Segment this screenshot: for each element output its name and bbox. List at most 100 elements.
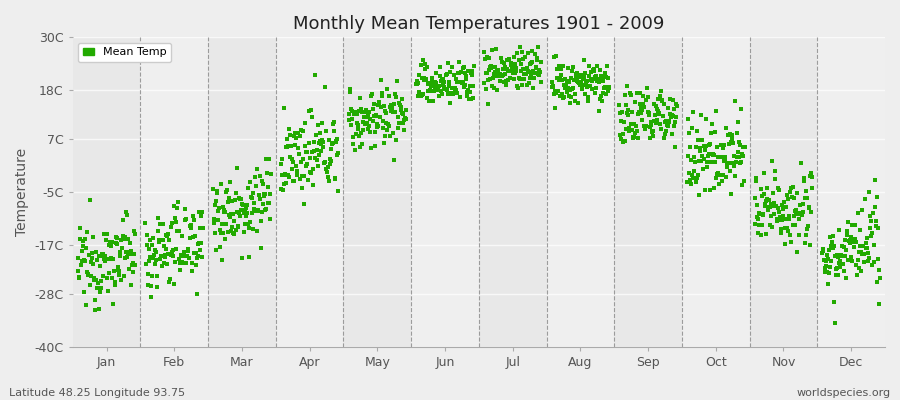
Point: [831, 272, 845, 278]
Point: [575, 86, 590, 92]
Point: [660, 122, 674, 128]
Point: [621, 107, 635, 114]
Point: [863, 213, 878, 220]
Point: [343, 86, 357, 92]
Point: [297, 173, 311, 179]
Point: [584, 78, 598, 84]
Point: [145, 272, 159, 279]
Point: [240, 202, 255, 208]
Point: [754, 231, 769, 238]
Point: [114, 237, 129, 244]
Point: [482, 67, 496, 73]
Point: [196, 224, 211, 231]
Point: [680, 153, 695, 159]
Point: [388, 108, 402, 115]
Point: [251, 207, 266, 213]
Point: [659, 128, 673, 134]
Point: [824, 234, 838, 240]
Point: [755, 210, 770, 217]
Point: [390, 78, 404, 85]
Point: [506, 70, 520, 76]
Point: [845, 222, 859, 228]
Point: [616, 118, 631, 125]
Point: [557, 94, 572, 100]
Point: [780, 196, 795, 203]
Point: [855, 251, 869, 258]
Point: [358, 106, 373, 113]
Point: [752, 210, 767, 217]
Point: [463, 82, 477, 89]
Point: [700, 158, 715, 165]
Point: [824, 238, 839, 245]
Point: [663, 111, 678, 117]
Point: [789, 249, 804, 255]
Point: [93, 263, 107, 269]
Point: [682, 130, 697, 137]
Point: [662, 118, 676, 125]
Point: [378, 108, 392, 114]
Point: [716, 172, 730, 178]
Point: [324, 158, 338, 164]
Point: [637, 123, 652, 129]
Point: [805, 174, 819, 180]
Point: [681, 170, 696, 177]
Point: [695, 153, 709, 160]
Point: [525, 47, 539, 54]
Point: [634, 117, 649, 124]
Point: [436, 82, 450, 88]
Point: [615, 109, 629, 115]
Point: [212, 227, 227, 234]
Point: [818, 269, 832, 275]
Point: [708, 107, 723, 114]
Point: [804, 208, 818, 215]
Point: [822, 246, 836, 253]
Point: [533, 69, 547, 76]
Point: [506, 67, 520, 74]
Point: [430, 87, 445, 93]
Point: [392, 120, 407, 126]
Point: [861, 255, 876, 261]
Point: [370, 121, 384, 127]
Point: [460, 92, 474, 99]
Point: [376, 140, 391, 146]
Point: [443, 69, 457, 76]
Point: [480, 54, 494, 60]
Point: [572, 80, 587, 86]
Point: [697, 143, 711, 149]
Point: [841, 228, 855, 234]
Point: [394, 106, 409, 113]
Point: [722, 160, 736, 166]
Point: [622, 124, 636, 131]
Point: [438, 72, 453, 78]
Point: [532, 72, 546, 78]
Point: [234, 196, 248, 203]
Point: [295, 128, 310, 134]
Point: [860, 234, 874, 241]
Point: [766, 202, 780, 209]
Point: [626, 134, 641, 140]
Point: [788, 207, 803, 214]
Point: [216, 204, 230, 210]
Point: [105, 256, 120, 262]
Point: [502, 74, 517, 81]
Point: [635, 107, 650, 113]
Point: [598, 70, 613, 77]
Point: [564, 86, 579, 92]
Point: [821, 281, 835, 287]
Point: [144, 294, 158, 301]
Point: [830, 264, 844, 271]
Point: [704, 130, 718, 136]
Point: [624, 92, 638, 98]
Point: [785, 194, 799, 200]
Point: [767, 200, 781, 207]
Point: [300, 161, 314, 167]
Point: [480, 70, 494, 76]
Point: [750, 202, 764, 208]
Point: [723, 131, 737, 137]
Point: [416, 91, 430, 98]
Point: [590, 63, 604, 69]
Point: [712, 180, 726, 187]
Point: [281, 172, 295, 179]
Point: [478, 86, 492, 92]
Point: [699, 164, 714, 170]
